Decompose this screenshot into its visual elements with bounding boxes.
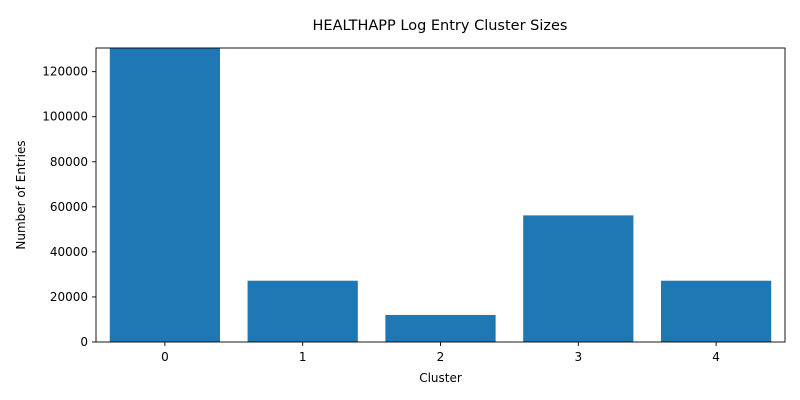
y-tick-label: 60000 xyxy=(50,200,88,214)
bar-cluster-0 xyxy=(109,48,221,342)
plot-frame xyxy=(95,47,786,343)
y-tick-label: 40000 xyxy=(50,245,88,259)
bar-cluster-2 xyxy=(385,314,496,342)
x-tick-label: 2 xyxy=(437,350,445,364)
bar-cluster-3 xyxy=(523,215,634,342)
bar-cluster-4 xyxy=(660,280,772,342)
x-tick-label: 3 xyxy=(574,350,582,364)
y-axis-label: Number of Entries xyxy=(14,140,28,249)
y-tick-label: 80000 xyxy=(50,155,88,169)
chart-title: HEALTHAPP Log Entry Cluster Sizes xyxy=(313,18,568,34)
y-tick-label: 0 xyxy=(80,335,88,349)
y-tick-label: 120000 xyxy=(42,65,88,79)
x-tick-label: 1 xyxy=(299,350,307,364)
bars-group xyxy=(109,48,772,342)
x-tick-label: 0 xyxy=(161,350,169,364)
x-tick-label: 4 xyxy=(712,350,720,364)
y-axis-ticks: 0 20000 40000 60000 80000 100000 120000 xyxy=(42,65,96,349)
y-tick-label: 20000 xyxy=(50,290,88,304)
x-axis-ticks: 0 1 2 3 4 xyxy=(161,342,720,364)
x-axis-label: Cluster xyxy=(419,371,462,385)
bar-cluster-1 xyxy=(247,280,358,342)
y-tick-label: 100000 xyxy=(42,110,88,124)
